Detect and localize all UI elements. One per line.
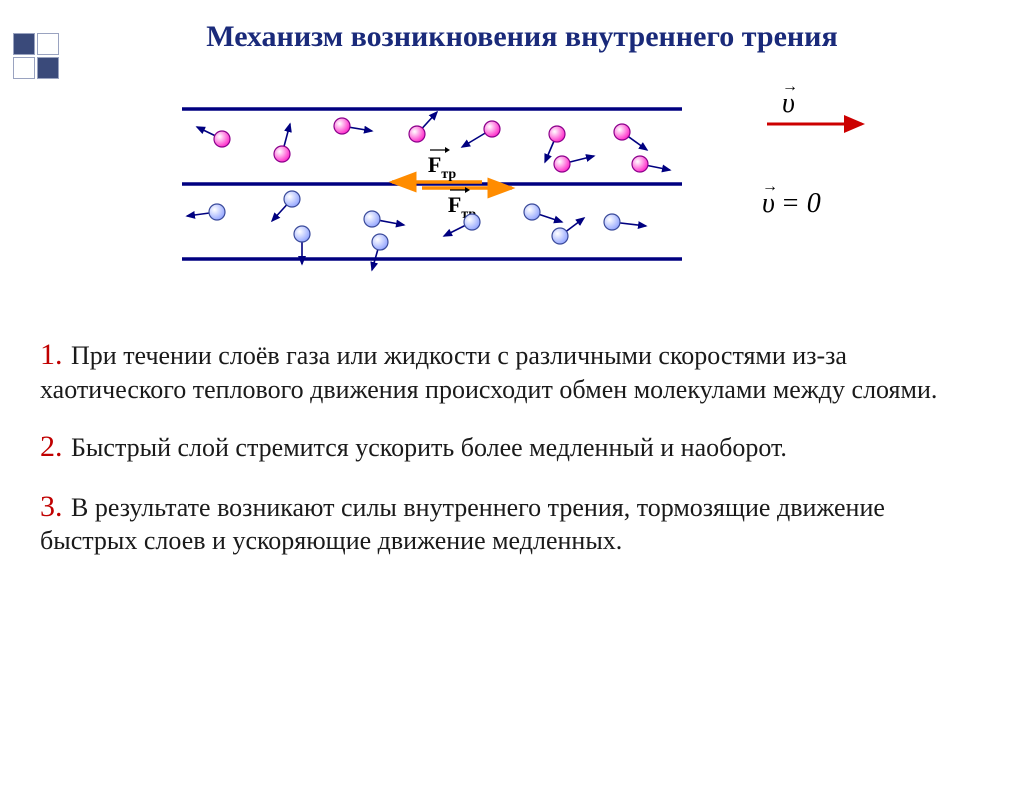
paragraph: 2. Быстрый слой стремится ускорить более…: [40, 428, 984, 466]
velocity-eq: = 0: [781, 188, 821, 220]
paragraph-text: При течении слоёв газа или жидкости с ра…: [40, 341, 937, 404]
velocity-bottom: → υ = 0: [762, 184, 962, 224]
paragraph: 3. В результате возникают силы внутренне…: [40, 488, 984, 558]
corner-decoration: [12, 32, 60, 80]
deco-sq: [13, 33, 35, 55]
deco-sq: [13, 57, 35, 79]
paragraph-number: 1.: [40, 338, 63, 371]
paragraph-number: 3.: [40, 490, 63, 523]
velocity-arrow-icon: [762, 109, 872, 139]
paragraph-number: 2.: [40, 430, 63, 463]
friction-diagram: FтрFтр: [162, 84, 702, 284]
velocity-symbol: → υ: [762, 188, 775, 220]
velocity-symbol: → υ: [782, 88, 795, 120]
svg-text:Fтр: Fтр: [428, 152, 457, 182]
paragraph-text: Быстрый слой стремится ускорить более ме…: [65, 433, 787, 462]
paragraph: 1. При течении слоёв газа или жидкости с…: [40, 336, 984, 406]
diagram-area: FтрFтр → υ → υ = 0: [62, 84, 962, 294]
paragraph-text: В результате возникают силы внутреннего …: [40, 493, 885, 556]
velocity-top: → υ: [762, 104, 962, 144]
deco-sq: [37, 57, 59, 79]
slide-title: Механизм возникновения внутреннего трени…: [0, 20, 1024, 54]
velocity-labels: → υ → υ = 0: [762, 104, 962, 264]
deco-sq: [37, 33, 59, 55]
body-text: 1. При течении слоёв газа или жидкости с…: [0, 304, 1024, 558]
